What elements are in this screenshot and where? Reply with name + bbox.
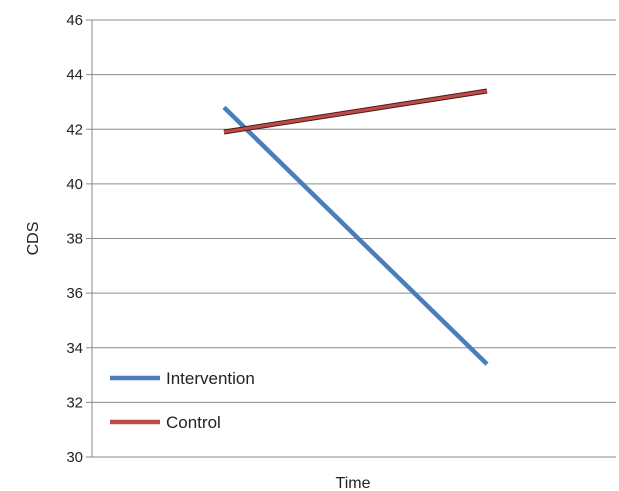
y-tick-label: 32 [66,394,83,411]
y-tick-label: 44 [66,67,83,84]
y-tick-label: 40 [66,176,83,193]
series-lines [222,88,489,366]
y-tick-label: 38 [66,231,83,248]
intervention-line [222,105,489,366]
y-tick-label: 42 [66,121,83,138]
y-tick-label: 30 [66,449,83,466]
y-axis-title: CDS [25,222,42,256]
gridlines [86,19,616,458]
y-tick-labels: 30 32 34 36 38 40 42 44 46 [66,12,83,466]
legend: Intervention Control [110,369,255,432]
legend-label-intervention: Intervention [166,369,255,388]
legend-label-control: Control [166,413,221,432]
x-axis-title: Time [336,475,371,491]
y-tick-label: 34 [66,340,83,357]
control-line [223,89,488,134]
y-tick-label: 46 [66,12,83,29]
y-tick-label: 36 [66,285,83,302]
